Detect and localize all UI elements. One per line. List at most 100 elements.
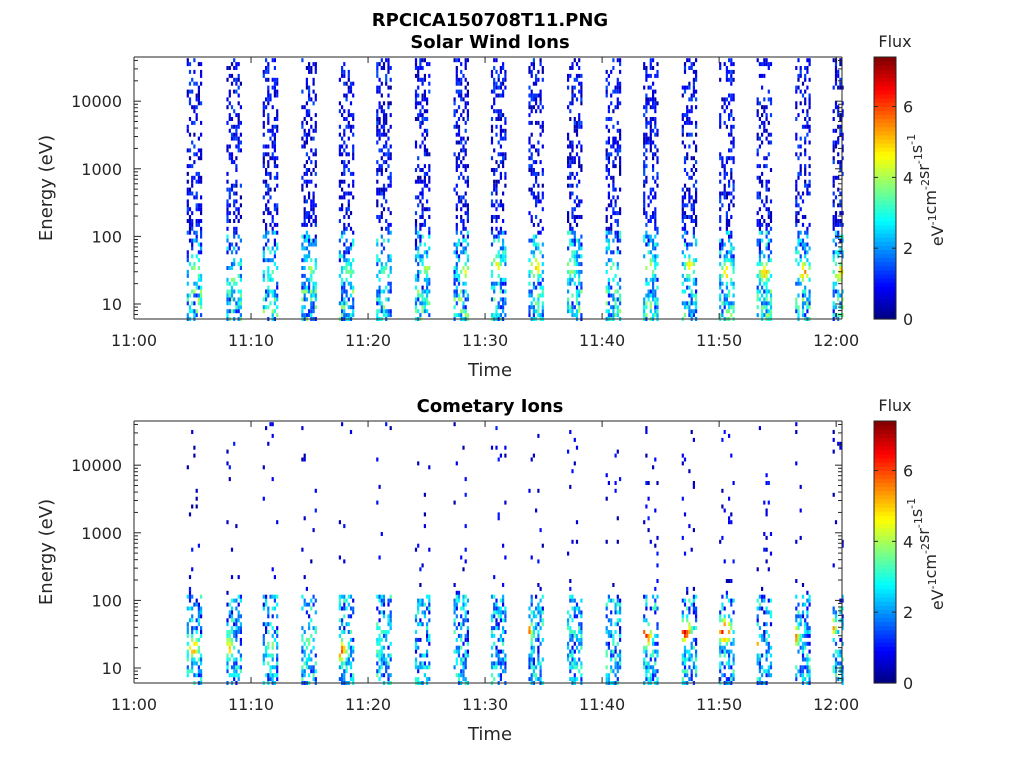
heatmap-cell (271, 665, 274, 670)
heatmap-cell (756, 262, 759, 267)
heatmap-cell (541, 171, 544, 176)
heatmap-cell (230, 575, 234, 580)
heatmap-cell (457, 645, 461, 650)
heatmap-cell (230, 641, 234, 646)
heatmap-cell (502, 242, 505, 247)
heatmap-cell (385, 313, 388, 318)
heatmap-cell (616, 622, 619, 627)
heatmap-cell (262, 309, 265, 314)
heatmap-cell (276, 109, 279, 114)
heatmap-cell (645, 281, 648, 286)
heatmap-cell (647, 250, 650, 255)
heatmap-cell (428, 618, 431, 623)
heatmap-cell (695, 222, 698, 227)
heatmap-cell (652, 465, 655, 470)
heatmap-cell (460, 148, 463, 153)
heatmap-cell (502, 602, 505, 607)
heatmap-cell (756, 97, 759, 102)
heatmap-cell (230, 626, 234, 631)
heatmap-cell (389, 175, 392, 180)
heatmap-cell (495, 58, 498, 63)
heatmap-cell (421, 77, 424, 82)
heatmap-cell (643, 305, 646, 310)
heatmap-cell (385, 187, 388, 192)
heatmap-cell (725, 649, 728, 654)
heatmap-cell (237, 626, 240, 631)
heatmap-cell (643, 297, 646, 302)
heatmap-cell (837, 140, 840, 145)
heatmap-cell (338, 594, 341, 599)
heatmap-cell (541, 606, 544, 611)
heatmap-cell (495, 665, 498, 670)
heatmap-cell (502, 203, 505, 208)
heatmap-cell (273, 81, 276, 86)
heatmap-cell (495, 168, 498, 172)
heatmap-cell (575, 152, 579, 157)
heatmap-cell (610, 649, 613, 654)
heatmap-cell (504, 77, 507, 82)
heatmap-cell (305, 222, 308, 227)
heatmap-cell (649, 606, 652, 611)
heatmap-cell (226, 66, 229, 70)
heatmap-cell (605, 226, 608, 231)
heatmap-cell (419, 637, 422, 642)
heatmap-cell (273, 238, 276, 243)
heatmap-cell (193, 195, 196, 200)
heatmap-cell (688, 301, 691, 306)
colorbar-segment (874, 175, 896, 181)
heatmap-cell (490, 445, 494, 450)
heatmap-cell (504, 653, 507, 658)
heatmap-cell (453, 610, 456, 615)
heatmap-cell (314, 297, 317, 302)
heatmap-cell (428, 207, 431, 212)
heatmap-cell (453, 313, 456, 318)
heatmap-cell (683, 195, 687, 200)
heatmap-cell (352, 258, 355, 263)
heatmap-cell (795, 117, 798, 121)
heatmap-cell (347, 269, 350, 274)
heatmap-cell (728, 222, 731, 227)
heatmap-cell (841, 109, 844, 114)
heatmap-cell (301, 305, 304, 310)
heatmap-cell (378, 594, 381, 599)
heatmap-cell (414, 238, 418, 243)
heatmap-cell (237, 120, 240, 125)
heatmap-cell (767, 277, 770, 282)
heatmap-cell (504, 669, 507, 674)
heatmap-cell (535, 626, 538, 631)
heatmap-cell (765, 305, 768, 310)
heatmap-cell (499, 305, 502, 310)
heatmap-cell (649, 653, 652, 658)
heatmap-cell (421, 305, 424, 310)
heatmap-cell (502, 66, 505, 70)
heatmap-cell (528, 626, 531, 631)
heatmap-cell (530, 645, 533, 650)
heatmap-cell (841, 101, 844, 106)
colorbar-segment (874, 278, 896, 283)
heatmap-cell (200, 230, 203, 235)
heatmap-cell (532, 273, 535, 278)
heatmap-cell (605, 289, 608, 294)
heatmap-cell (616, 195, 619, 200)
heatmap-cell (301, 285, 304, 290)
heatmap-cell (839, 164, 842, 169)
heatmap-cell (769, 289, 773, 294)
heatmap-cell (349, 673, 353, 678)
heatmap-cell (578, 73, 581, 78)
heatmap-cell (612, 637, 615, 642)
heatmap-cell (464, 281, 467, 286)
heatmap-cell (686, 262, 689, 267)
heatmap-cell (382, 602, 386, 607)
heatmap-cell (466, 58, 469, 63)
heatmap-cell (230, 187, 234, 192)
x-tick-label: 11:30 (462, 331, 508, 350)
heatmap-cell (732, 160, 735, 165)
heatmap-cell (758, 254, 761, 259)
heatmap-cell (310, 171, 313, 176)
heatmap-cell (654, 97, 657, 102)
heatmap-cell (347, 203, 350, 208)
heatmap-cell (535, 81, 538, 86)
heatmap-cell (801, 313, 805, 318)
heatmap-cell (688, 309, 691, 314)
heatmap-cell (195, 203, 198, 208)
